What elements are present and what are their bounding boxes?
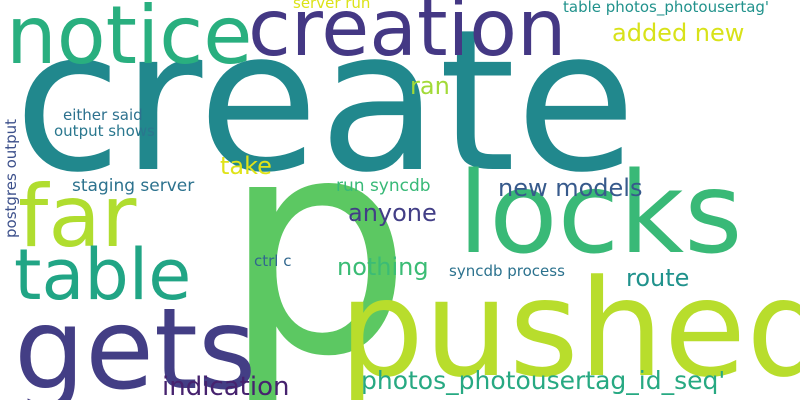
word-ctrl-c: ctrl c: [254, 252, 292, 270]
word-ran: ran: [410, 72, 450, 100]
word-anyone: anyone: [348, 199, 437, 227]
word-nothing: nothing: [337, 253, 429, 281]
word-indication: indication: [162, 372, 290, 400]
word-table: table: [14, 234, 192, 316]
word-notice: notice: [6, 0, 253, 82]
word-create: create: [14, 0, 637, 216]
word-run-syncdb: run syncdb: [336, 176, 431, 196]
word-creation: creation: [248, 0, 567, 74]
word-new-models: new models: [498, 174, 643, 202]
word-syncdb-process: syncdb process: [449, 262, 565, 280]
word-either-said: either said: [63, 106, 143, 124]
word-gets: gets: [14, 285, 257, 400]
word-table-photos-photousertag: table photos_photousertag': [563, 0, 770, 16]
word-take: take: [220, 152, 272, 180]
word-route: route: [626, 264, 690, 292]
word-pushed: pushed: [339, 251, 800, 400]
word-far: far: [18, 167, 137, 267]
word-postgres-output: postgres output: [2, 118, 20, 238]
word-server-run: server run: [293, 0, 371, 12]
word-locks: locks: [458, 149, 743, 279]
word-staging-server: staging server: [72, 176, 195, 196]
word-photos-photousertag-id-seq: photos_photousertag_id_seq': [361, 366, 726, 395]
word-p: p: [222, 73, 413, 400]
word-added-new: added new: [612, 19, 745, 47]
word-output-shows: output shows: [54, 122, 155, 140]
